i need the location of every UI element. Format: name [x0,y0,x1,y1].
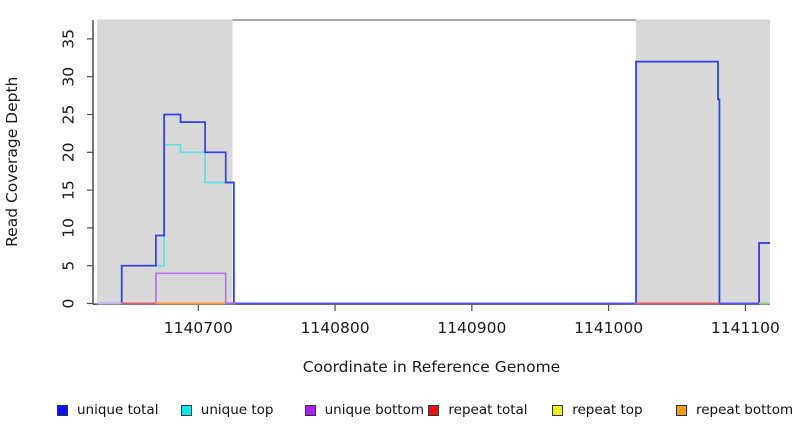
y-tick-label: 0 [59,299,77,309]
legend-item-unique-bottom: unique bottom [304,401,425,419]
x-axis-title: Coordinate in Reference Genome [302,358,561,376]
legend-item-unique-total: unique total [57,401,158,419]
legend-swatch-unique-top [180,404,192,416]
legend-label: repeat total [448,402,528,418]
legend-label: unique top [200,402,274,418]
y-tick-label: 25 [59,105,77,125]
legend-swatch-repeat-total [428,404,440,416]
y-tick-label: 10 [59,218,77,238]
legend-label: repeat bottom [696,402,792,418]
series-line-unique-total [97,60,770,305]
y-tick-label: 5 [59,261,77,271]
y-tick-label: 35 [59,29,77,49]
legend-swatch-repeat-bottom [676,404,687,416]
legend-swatch-repeat-top [552,404,564,416]
y-tick-label: 15 [59,180,77,200]
legend-item-repeat-bottom: repeat bottom [676,401,792,419]
legend-label: repeat top [572,402,643,418]
x-tick-label: 1140800 [301,319,370,337]
legend-swatch-unique-bottom [304,404,316,416]
x-tick-label: 1140700 [164,319,233,337]
x-tick-label: 1140900 [437,319,506,337]
legend-label: unique bottom [324,402,425,418]
legend: unique total unique top unique bottom repea… [0,401,792,423]
y-tick-label: 30 [59,67,77,87]
x-tick-label: 1141100 [711,319,780,337]
legend-item-repeat-top: repeat top [552,401,643,419]
legend-item-unique-top: unique top [180,401,274,419]
plot-area: 0 5 10 15 20 25 30 35 1140700 1140800 1140900 11410… [3,19,780,337]
y-tick-label: 20 [59,142,77,162]
legend-swatch-unique-total [57,404,68,416]
y-axis-title: Read Coverage Depth [3,77,21,247]
legend-item-repeat-total: repeat total [428,401,528,419]
x-tick-label: 1141000 [574,319,643,337]
highlight-band [635,19,770,304]
legend-label: unique total [77,402,159,418]
